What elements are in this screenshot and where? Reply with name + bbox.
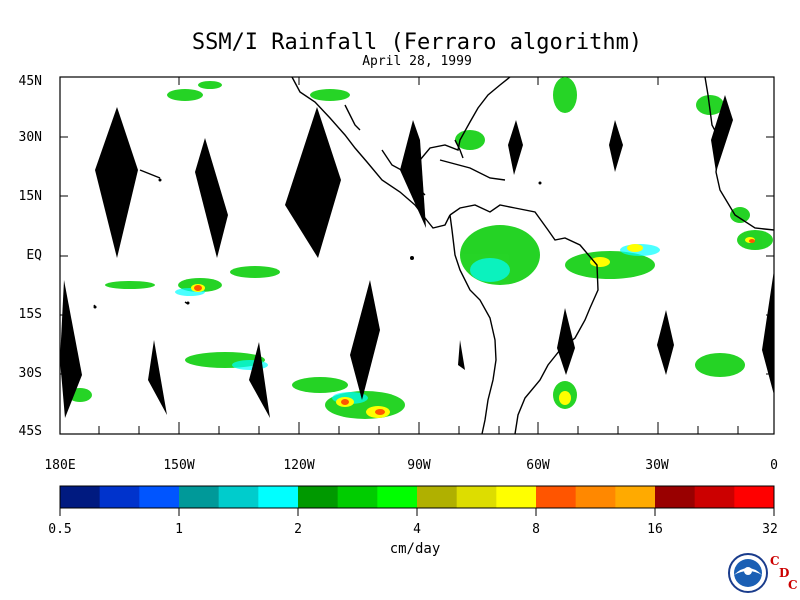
lat-label-45n: 45N	[18, 74, 42, 89]
colorbar-cell	[694, 486, 735, 508]
colorbar-cell	[139, 486, 180, 508]
noaa-logo	[728, 553, 768, 593]
colorbar-cell	[655, 486, 696, 508]
colorbar-cell	[377, 486, 418, 508]
colorbar-cell	[734, 486, 775, 508]
colorbar-cell	[298, 486, 339, 508]
colorbar-cell	[536, 486, 577, 508]
colorbar-cell	[99, 486, 140, 508]
map-title: SSM/I Rainfall (Ferraro algorithm)	[191, 30, 643, 55]
lat-label-30n: 30N	[18, 130, 42, 145]
lon-label-120w: 120W	[283, 458, 315, 473]
colorbar-cell	[615, 486, 656, 508]
islands	[93, 178, 542, 309]
colorbar-cell	[575, 486, 616, 508]
lon-label-180e: 180E	[44, 458, 76, 473]
colorbar-cell	[417, 486, 458, 508]
colorbar-cell	[456, 486, 497, 508]
lat-label-eq: EQ	[26, 248, 42, 263]
map-date: April 28, 1999	[362, 54, 472, 69]
lat-label-45s: 45S	[18, 424, 42, 439]
lon-label-0: 0	[770, 458, 778, 473]
lon-label-30w: 30W	[645, 458, 669, 473]
lat-label-15n: 15N	[18, 189, 42, 204]
colorbar-ticks	[59, 508, 775, 516]
colorbar-units: cm/day	[389, 541, 441, 557]
colorbar-label-4: 4	[413, 522, 421, 537]
no-data-swaths	[60, 95, 774, 418]
lon-label-60w: 60W	[526, 458, 550, 473]
colorbar-cells	[60, 486, 775, 508]
rain-patches	[68, 77, 773, 419]
cdc-letter-c1: C	[770, 554, 780, 568]
colorbar-cell	[179, 486, 220, 508]
colorbar-cell	[337, 486, 378, 508]
colorbar-label-16: 16	[647, 522, 663, 537]
colorbar-label-0-5: 0.5	[48, 522, 72, 537]
colorbar-label-8: 8	[532, 522, 540, 537]
colorbar-label-32: 32	[762, 522, 778, 537]
colorbar-cell	[258, 486, 299, 508]
colorbar-label-1: 1	[175, 522, 183, 537]
lat-label-30s: 30S	[18, 366, 42, 381]
lon-label-90w: 90W	[407, 458, 431, 473]
colorbar-label-2: 2	[294, 522, 302, 537]
lat-label-15s: 15S	[18, 307, 42, 322]
lon-label-150w: 150W	[163, 458, 195, 473]
colorbar-cell	[496, 486, 537, 508]
colorbar-cell	[218, 486, 259, 508]
colorbar-cell	[60, 486, 101, 508]
cdc-letter-d: D	[779, 566, 790, 580]
cdc-letter-c2: C	[788, 578, 798, 592]
